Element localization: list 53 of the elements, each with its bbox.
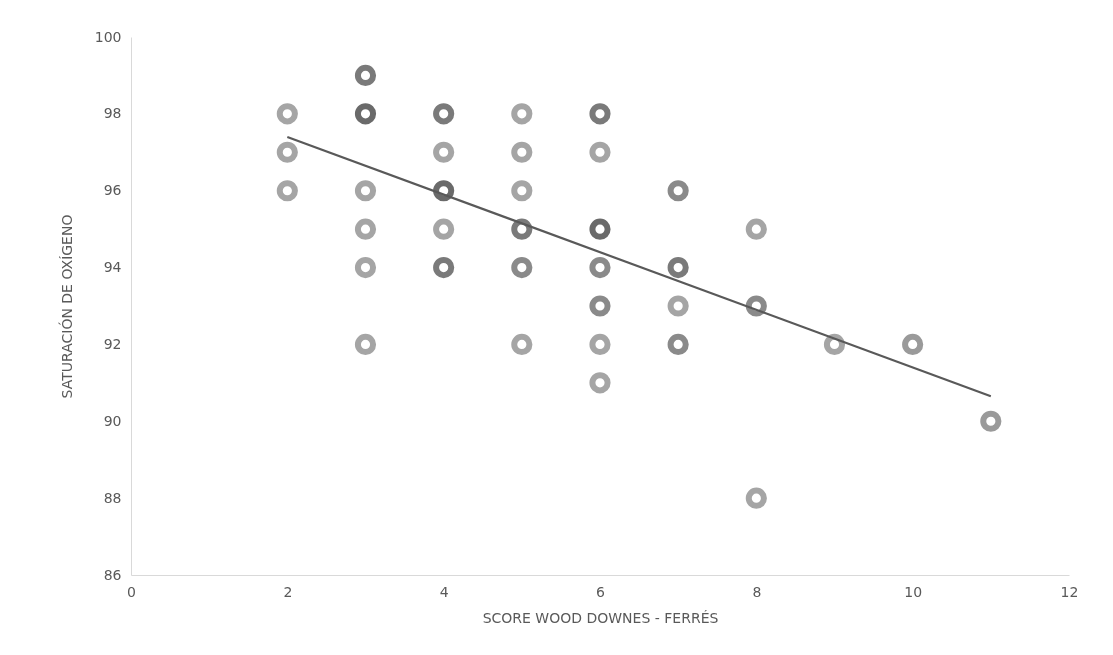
- y-tick-label: 96: [103, 182, 122, 199]
- point: [667, 295, 689, 317]
- y-tick-label: 90: [103, 412, 122, 429]
- point: [276, 180, 298, 202]
- point: [589, 257, 611, 279]
- point: [589, 103, 611, 125]
- x-axis-title: SCORE WOOD DOWNES - FERRÉS: [482, 609, 719, 626]
- point: [511, 141, 533, 163]
- point: [354, 103, 377, 125]
- y-tick-label: 98: [103, 105, 122, 122]
- point: [511, 257, 533, 279]
- point: [745, 487, 767, 509]
- x-tick-label: 10: [904, 583, 923, 600]
- point: [433, 218, 455, 240]
- point: [980, 410, 1002, 432]
- x-tick-label: 4: [439, 583, 449, 600]
- point: [354, 257, 377, 279]
- point: [276, 141, 298, 163]
- point: [589, 218, 611, 240]
- point: [511, 333, 533, 355]
- x-tick-label: 12: [1060, 583, 1079, 600]
- x-tick-label: 6: [596, 583, 606, 600]
- point: [589, 141, 611, 163]
- y-axis-title: SATURACIÓN DE OXÍGENO: [57, 214, 75, 399]
- point: [276, 103, 298, 125]
- point: [667, 257, 689, 279]
- point: [433, 180, 455, 202]
- point: [433, 103, 455, 125]
- point: [433, 141, 455, 163]
- x-tick-label: 2: [283, 583, 293, 600]
- point: [823, 333, 846, 355]
- y-tick-label: 100: [94, 28, 122, 45]
- point: [354, 180, 377, 202]
- y-tick-label: 92: [103, 335, 122, 352]
- point: [511, 180, 533, 202]
- point: [589, 333, 611, 355]
- y-tick-label: 86: [103, 566, 122, 583]
- point: [589, 372, 611, 394]
- point: [902, 333, 924, 355]
- point: [667, 333, 689, 355]
- y-tick-label: 94: [103, 259, 122, 276]
- point: [433, 257, 455, 279]
- x-tick-label: 8: [752, 583, 762, 600]
- x-tick-label: 0: [127, 583, 136, 600]
- point: [745, 295, 767, 317]
- point: [745, 218, 767, 240]
- point: [667, 180, 689, 202]
- point: [354, 64, 377, 86]
- y-tick-label: 88: [103, 489, 122, 506]
- point: [511, 103, 533, 125]
- point: [589, 295, 611, 317]
- point: [354, 218, 377, 240]
- point: [354, 333, 377, 355]
